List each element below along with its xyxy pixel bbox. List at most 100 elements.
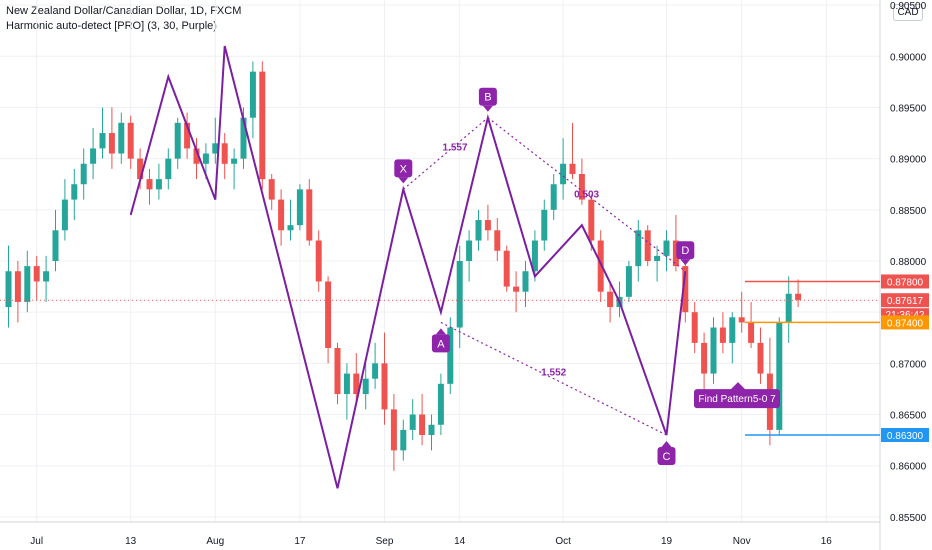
candle-up xyxy=(776,322,783,430)
pattern-marker xyxy=(478,87,497,106)
y-tick-label: 0.90500 xyxy=(890,1,927,12)
candle-down xyxy=(701,342,708,374)
candle-up xyxy=(362,378,369,395)
candle-up xyxy=(541,209,548,241)
candle-up xyxy=(24,266,31,302)
pattern-marker-pointer xyxy=(398,177,409,184)
pattern-point-label: D xyxy=(681,245,689,257)
candle-down xyxy=(334,348,341,395)
pattern-marker-pointer xyxy=(435,328,446,335)
candle-down xyxy=(315,240,322,282)
y-tick-label: 0.88000 xyxy=(890,257,927,268)
candle-up xyxy=(61,199,68,231)
x-tick-label: Oct xyxy=(555,536,571,547)
candle-down xyxy=(184,122,191,149)
candle-down xyxy=(33,266,40,282)
candle-up xyxy=(202,153,209,164)
candle-down xyxy=(503,250,510,287)
level-price-label: 0.86300 xyxy=(887,431,924,442)
candle-up xyxy=(437,383,444,425)
candle-down xyxy=(193,148,200,164)
candle-down xyxy=(306,189,313,241)
candle-up xyxy=(5,271,12,308)
candle-down xyxy=(607,291,614,308)
x-tick-label: 13 xyxy=(125,536,137,547)
candle-up xyxy=(343,373,350,395)
candle-down xyxy=(748,322,755,343)
pattern-box-pointer xyxy=(730,382,746,391)
candle-up xyxy=(560,163,567,185)
x-tick-label: 16 xyxy=(821,536,833,547)
pattern-marker-pointer xyxy=(661,441,672,447)
zigzag-line xyxy=(129,45,687,489)
candle-up xyxy=(43,271,50,282)
x-tick-label: Aug xyxy=(206,536,224,547)
candle-up xyxy=(287,225,294,231)
candle-down xyxy=(325,281,332,348)
candle-up xyxy=(174,122,181,159)
y-tick-label: 0.90000 xyxy=(890,52,927,63)
candle-up xyxy=(400,429,407,451)
pattern-ratio-line xyxy=(440,321,667,436)
candle-up xyxy=(372,363,379,379)
candle-down xyxy=(353,373,360,395)
y-tick-label: 0.87000 xyxy=(890,359,927,370)
x-tick-label: 17 xyxy=(294,536,306,547)
candle-down xyxy=(259,71,266,180)
x-tick-label: Sep xyxy=(376,536,394,547)
candle-up xyxy=(240,117,247,159)
candle-down xyxy=(738,317,745,323)
pattern-point-label: X xyxy=(400,163,408,175)
candle-down xyxy=(588,199,595,241)
level-price-badge xyxy=(881,428,929,442)
candle-up xyxy=(447,327,454,384)
pattern-ratio-label: 1.557 xyxy=(442,142,467,153)
y-tick-label: 0.89500 xyxy=(890,103,927,114)
indicator-legend[interactable]: Harmonic auto-detect [PRO] (3, 30, Purpl… xyxy=(6,20,217,32)
y-tick-label: 0.86500 xyxy=(890,411,927,422)
candle-down xyxy=(127,122,134,159)
candle-down xyxy=(682,266,689,313)
candle-up xyxy=(456,261,463,328)
pattern-marker xyxy=(657,447,676,465)
pattern-ratio-label: 1.552 xyxy=(541,368,566,379)
candle-down xyxy=(494,230,501,251)
pattern-name-label: Find Pattern5-0 7 xyxy=(698,394,776,405)
chart-title: New Zealand Dollar/Canadian Dollar, 1D, … xyxy=(6,5,242,17)
pattern-ratio-line xyxy=(402,117,489,190)
candle-down xyxy=(390,409,397,451)
candle-up xyxy=(90,148,97,164)
candle-down xyxy=(644,230,651,261)
candle-up xyxy=(522,271,529,292)
candle-up xyxy=(531,240,538,272)
candle-down xyxy=(757,342,764,374)
candle-up xyxy=(475,220,482,241)
candle-down xyxy=(221,143,228,164)
pattern-marker xyxy=(431,334,450,353)
candle-up xyxy=(80,163,87,185)
currency-badge[interactable]: CAD xyxy=(893,4,923,21)
x-tick-label: 14 xyxy=(454,536,466,547)
pattern-marker-pointer xyxy=(482,105,493,112)
candle-up xyxy=(231,158,238,164)
y-tick-label: 0.86000 xyxy=(890,462,927,473)
y-tick-label: 0.89000 xyxy=(890,155,927,166)
level-price-badge xyxy=(881,315,929,330)
candle-up xyxy=(296,189,303,226)
pattern-point-label: C xyxy=(663,451,671,463)
candle-up xyxy=(212,143,219,154)
candle-up xyxy=(249,71,256,118)
candle-down xyxy=(513,286,520,292)
candle-down xyxy=(268,179,275,200)
candle-up xyxy=(785,293,792,323)
candle-up xyxy=(710,327,717,374)
pattern-marker xyxy=(676,241,695,260)
candle-up xyxy=(635,230,642,267)
x-tick-label: Jul xyxy=(30,536,43,547)
pattern-ratio-label: 0.503 xyxy=(574,190,599,201)
pattern-ratio-line xyxy=(487,117,686,272)
pattern-point-label: A xyxy=(437,338,445,350)
candle-up xyxy=(654,255,661,261)
candle-down xyxy=(381,363,388,410)
